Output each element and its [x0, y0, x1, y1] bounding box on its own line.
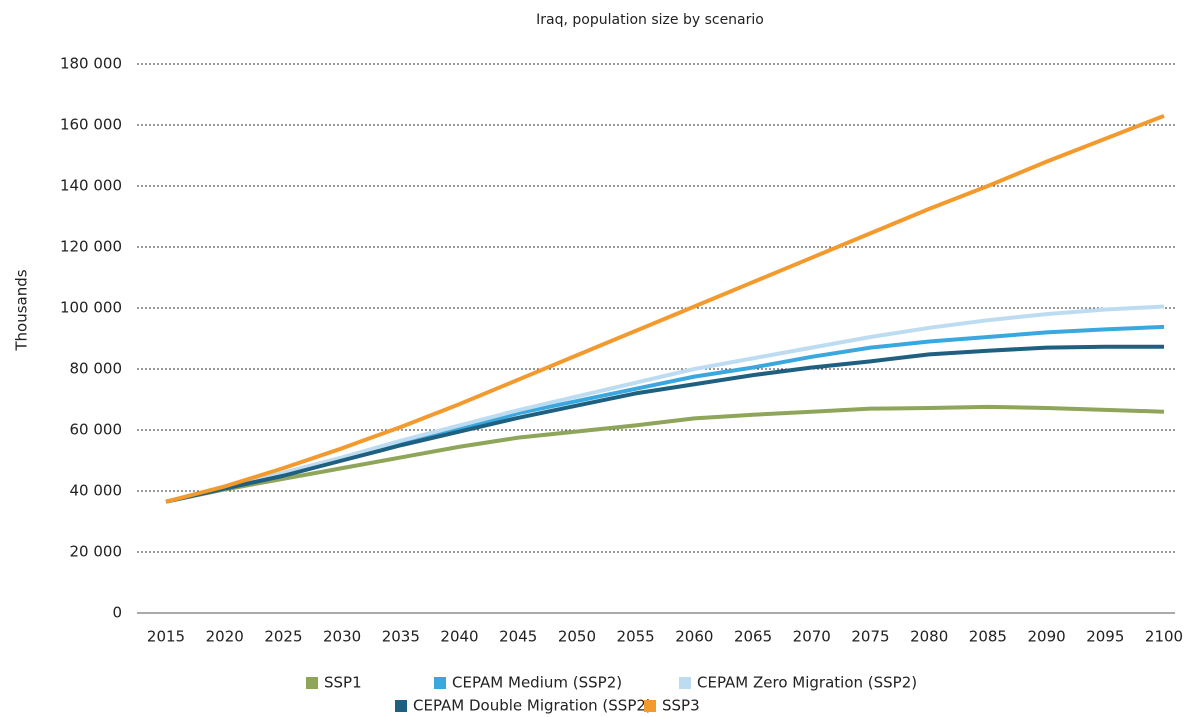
y-tick-label: 0	[112, 604, 122, 622]
series-line	[165, 404, 1165, 504]
x-tick-label: 2080	[910, 628, 948, 646]
y-tick-label: 60 000	[70, 421, 123, 439]
y-tick-label: 140 000	[60, 177, 122, 195]
x-tick-label: 2085	[969, 628, 1007, 646]
x-tick-label: 2065	[734, 628, 772, 646]
x-tick-label: 2070	[793, 628, 831, 646]
x-tick-label: 2035	[382, 628, 420, 646]
x-tick-label: 2025	[264, 628, 302, 646]
series-line	[165, 304, 1165, 504]
legend-swatch	[644, 700, 656, 712]
x-tick-label: 2030	[323, 628, 361, 646]
x-tick-label: 2020	[206, 628, 244, 646]
series-line	[165, 324, 1165, 504]
legend-swatch	[306, 677, 318, 689]
chart-title: Iraq, population size by scenario	[536, 12, 764, 28]
x-tick-label: 2015	[147, 628, 185, 646]
y-axis-label: Thousands	[13, 269, 31, 351]
legend-label: CEPAM Double Migration (SSP2)	[413, 697, 652, 715]
legend-label: CEPAM Medium (SSP2)	[452, 674, 622, 692]
legend-swatch	[434, 677, 446, 689]
y-tick-label: 120 000	[60, 238, 122, 256]
series-line	[165, 344, 1164, 504]
y-tick-label: 160 000	[60, 116, 122, 134]
x-tick-label: 2045	[499, 628, 537, 646]
y-tick-label: 40 000	[70, 482, 123, 500]
x-tick-label: 2055	[617, 628, 655, 646]
legend-swatch	[395, 700, 407, 712]
series-line	[165, 113, 1165, 504]
x-tick-label: 2060	[675, 628, 713, 646]
y-tick-label: 100 000	[60, 299, 122, 317]
y-tick-label: 180 000	[60, 55, 122, 73]
x-tick-label: 2100	[1145, 628, 1183, 646]
x-tick-label: 2095	[1086, 628, 1124, 646]
y-tick-label: 20 000	[70, 543, 123, 561]
x-tick-label: 2050	[558, 628, 596, 646]
legend-label: CEPAM Zero Migration (SSP2)	[697, 674, 917, 692]
x-tick-label: 2075	[851, 628, 889, 646]
x-tick-label: 2090	[1027, 628, 1065, 646]
x-tick-label: 2040	[440, 628, 478, 646]
y-tick-label: 80 000	[70, 360, 123, 378]
legend-swatch	[679, 677, 691, 689]
legend-label: SSP1	[324, 674, 362, 692]
legend-label: SSP3	[662, 697, 700, 715]
